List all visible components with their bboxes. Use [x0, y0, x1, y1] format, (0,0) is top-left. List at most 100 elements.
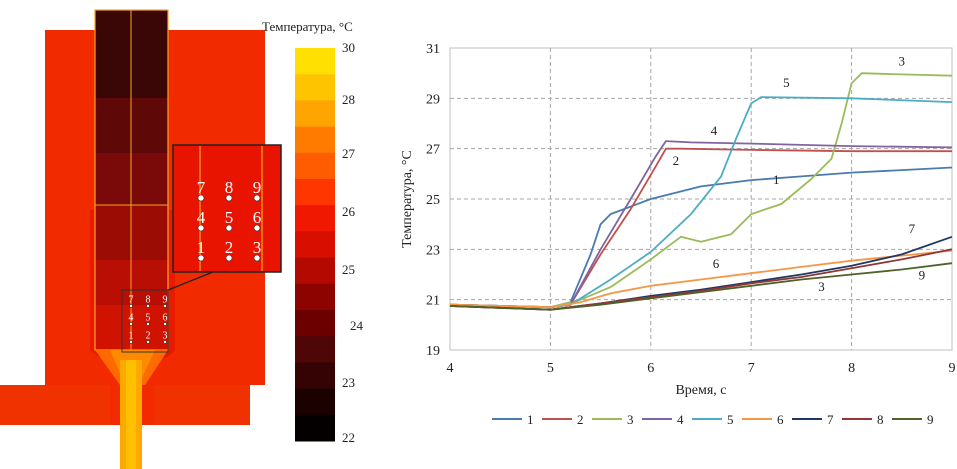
y-tick-label: 25	[426, 193, 440, 208]
sensor-point	[146, 304, 150, 308]
y-tick-label: 19	[426, 344, 440, 359]
sensor-point	[146, 322, 150, 326]
sensor-label: 1	[197, 238, 206, 257]
sensor-point	[225, 254, 233, 262]
colorbar-block	[295, 179, 335, 206]
sensor-label: 3	[163, 331, 168, 342]
colorbar-tick-label: 22	[342, 430, 355, 445]
legend-label: 1	[527, 412, 534, 427]
colorbar-block	[295, 388, 335, 416]
colorbar-block	[295, 126, 335, 154]
sensor-label: 1	[129, 331, 134, 342]
sensor-point	[253, 194, 261, 202]
colorbar-block	[295, 74, 335, 101]
sensor-point	[163, 304, 167, 308]
colorbar-tick-label: 30	[342, 40, 355, 55]
lower-flange-left	[0, 385, 110, 425]
callout-line	[167, 271, 214, 291]
sensor-label: 7	[197, 178, 206, 197]
inlet-stem-highlight	[126, 360, 136, 469]
sensor-label: 5	[225, 208, 234, 227]
curve-label: 4	[711, 123, 718, 138]
sensor-point	[253, 224, 261, 232]
sensor-point	[129, 304, 133, 308]
x-axis-label: Время, с	[675, 383, 726, 398]
colorbar-tick-label: 27	[342, 146, 356, 161]
curve-label: 3	[899, 54, 906, 69]
series-line-3	[449, 72, 953, 309]
curve-label: 1	[773, 172, 780, 187]
sensor-point	[163, 322, 167, 326]
colorbar-blocks	[295, 48, 335, 442]
colorbar-block	[295, 152, 335, 180]
sensor-label: 6	[253, 208, 262, 227]
legend-label: 7	[827, 412, 834, 427]
small-sensor-grid: 7 8 9 4 5 6 1 2 3	[129, 295, 168, 344]
sensor-label: 5	[146, 313, 151, 324]
plot-area	[449, 47, 953, 351]
x-tick-label: 7	[748, 361, 755, 376]
curve-label: 6	[713, 256, 720, 271]
sensor-label: 9	[163, 295, 168, 306]
temperature-field: 7 8 94 5 61 2 3 7 8 94 5 61 2 3	[0, 9, 282, 469]
legend-label: 5	[727, 412, 734, 427]
curve-label: 5	[783, 75, 790, 90]
sensor-label: 4	[129, 313, 134, 324]
legend-label: 4	[677, 412, 684, 427]
curve-label: 3	[818, 279, 825, 294]
colorbar-block	[295, 257, 335, 285]
sensor-label: 3	[253, 238, 262, 257]
sensor-region	[121, 289, 169, 353]
sensor-point	[129, 322, 133, 326]
x-tick-label: 6	[647, 361, 654, 376]
sensor-label: 9	[253, 178, 262, 197]
series-line-9	[449, 262, 953, 311]
curve-label: 2	[673, 153, 680, 168]
colorbar-block	[295, 283, 335, 311]
curve-labels: 5 3 4 2 1 6 7 3 9	[673, 54, 925, 294]
sensor-point	[225, 224, 233, 232]
sensor-point	[225, 194, 233, 202]
colorbar-block	[295, 336, 335, 363]
sensor-point	[197, 224, 205, 232]
sensor-point	[197, 194, 205, 202]
y-tick-label: 27	[426, 143, 440, 158]
sensor-point	[253, 254, 261, 262]
series-lines	[449, 72, 953, 311]
legend-label: 2	[577, 412, 584, 427]
sensor-point	[163, 340, 167, 344]
colorbar-tick-label: 28	[342, 92, 355, 107]
colorbar-tick-label: 24	[350, 318, 364, 333]
x-tick-label: 5	[547, 361, 554, 376]
sensor-label: 7	[129, 295, 134, 306]
x-tick-label: 8	[848, 361, 855, 376]
y-axis-label: Температура, °C	[400, 150, 415, 248]
colorbar-title: Температура, °C	[262, 19, 353, 34]
series-line-6	[449, 249, 953, 309]
colorbar-block	[295, 231, 335, 259]
curve-label: 7	[909, 221, 916, 236]
colorbar-block	[295, 310, 335, 337]
zoom-sensor-grid: 7 8 9 4 5 6 1 2 3	[197, 178, 262, 262]
y-tick-label: 29	[426, 92, 440, 107]
sensor-point	[146, 340, 150, 344]
legend-label: 8	[877, 412, 884, 427]
legend: 1 2 3 4 5 6 7 8 9	[492, 412, 934, 427]
legend-label: 3	[627, 412, 634, 427]
zoom-inset-frame	[172, 144, 282, 273]
legend-label: 9	[927, 412, 934, 427]
colorbar-block	[295, 362, 335, 390]
lower-flange-right	[155, 385, 250, 425]
sensor-label: 8	[146, 295, 151, 306]
colorbar-block	[295, 205, 335, 232]
sensor-label: 8	[225, 178, 234, 197]
colorbar-block	[295, 414, 335, 442]
sensor-label: 4	[197, 208, 206, 227]
y-tick-label: 23	[426, 243, 440, 258]
y-tick-label: 21	[426, 294, 440, 309]
sensor-label: 6	[163, 313, 168, 324]
sensor-point	[129, 340, 133, 344]
y-tick-label: 31	[426, 42, 440, 57]
